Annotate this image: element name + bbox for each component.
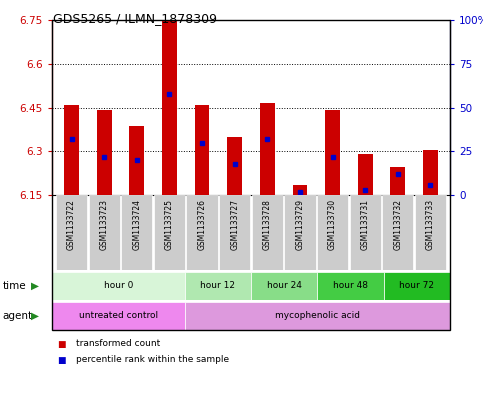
Bar bbox=[185, 302, 450, 330]
Text: GSM1133726: GSM1133726 bbox=[198, 199, 207, 250]
Bar bbox=[219, 195, 250, 270]
Text: ■: ■ bbox=[57, 356, 65, 364]
Text: GSM1133731: GSM1133731 bbox=[361, 199, 369, 250]
Bar bbox=[251, 272, 317, 300]
Bar bbox=[317, 195, 348, 270]
Bar bbox=[284, 195, 315, 270]
Text: GSM1133724: GSM1133724 bbox=[132, 199, 142, 250]
Bar bbox=[227, 137, 242, 195]
Bar bbox=[88, 195, 120, 270]
Text: GSM1133733: GSM1133733 bbox=[426, 199, 435, 250]
Bar bbox=[350, 195, 381, 270]
Text: hour 48: hour 48 bbox=[333, 281, 368, 290]
Bar bbox=[384, 272, 450, 300]
Bar bbox=[260, 103, 275, 195]
Bar bbox=[185, 272, 251, 300]
Bar bbox=[162, 20, 177, 195]
Bar bbox=[382, 195, 413, 270]
Bar bbox=[325, 110, 340, 195]
Text: GSM1133732: GSM1133732 bbox=[393, 199, 402, 250]
Text: GSM1133725: GSM1133725 bbox=[165, 199, 174, 250]
Text: GSM1133722: GSM1133722 bbox=[67, 199, 76, 250]
Text: GSM1133723: GSM1133723 bbox=[99, 199, 109, 250]
Bar bbox=[52, 302, 185, 330]
Text: percentile rank within the sample: percentile rank within the sample bbox=[76, 356, 229, 364]
Bar bbox=[390, 167, 405, 195]
Text: ■: ■ bbox=[57, 340, 65, 349]
Text: GSM1133727: GSM1133727 bbox=[230, 199, 239, 250]
Text: time: time bbox=[2, 281, 26, 291]
Bar bbox=[186, 195, 218, 270]
Bar bbox=[154, 195, 185, 270]
Bar bbox=[195, 105, 210, 195]
Bar bbox=[64, 105, 79, 195]
Bar bbox=[97, 110, 112, 195]
Bar bbox=[423, 150, 438, 195]
Bar bbox=[129, 127, 144, 195]
Text: hour 72: hour 72 bbox=[399, 281, 434, 290]
Text: hour 24: hour 24 bbox=[267, 281, 301, 290]
Text: untreated control: untreated control bbox=[79, 312, 158, 321]
Bar bbox=[317, 272, 384, 300]
Bar bbox=[415, 195, 446, 270]
Text: GDS5265 / ILMN_1878309: GDS5265 / ILMN_1878309 bbox=[53, 12, 217, 25]
Text: transformed count: transformed count bbox=[76, 340, 160, 349]
Bar bbox=[358, 154, 372, 195]
Bar bbox=[121, 195, 153, 270]
Text: GSM1133729: GSM1133729 bbox=[296, 199, 304, 250]
Text: ▶: ▶ bbox=[31, 281, 40, 291]
Bar bbox=[56, 195, 87, 270]
Text: hour 12: hour 12 bbox=[200, 281, 235, 290]
Text: GSM1133728: GSM1133728 bbox=[263, 199, 272, 250]
Text: mycophenolic acid: mycophenolic acid bbox=[275, 312, 360, 321]
Bar bbox=[52, 272, 185, 300]
Bar bbox=[252, 195, 283, 270]
Text: GSM1133730: GSM1133730 bbox=[328, 199, 337, 250]
Text: hour 0: hour 0 bbox=[104, 281, 133, 290]
Text: agent: agent bbox=[2, 311, 32, 321]
Text: ▶: ▶ bbox=[31, 311, 40, 321]
Bar bbox=[293, 185, 307, 195]
